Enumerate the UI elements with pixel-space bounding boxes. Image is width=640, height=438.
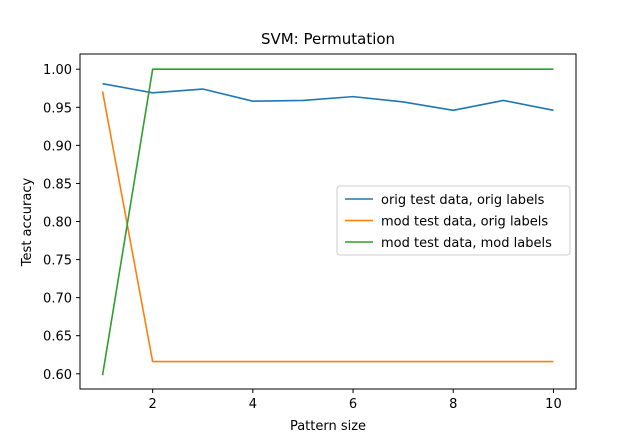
y-axis-title: Test accuracy [20, 178, 35, 268]
x-tick-label: 2 [149, 397, 157, 412]
legend-label-3: mod test data, mod labels [381, 236, 552, 251]
y-tick-label: 1.00 [43, 63, 72, 78]
y-tick-label: 0.75 [43, 254, 72, 269]
x-tick-label: 4 [249, 397, 257, 412]
legend-label-2: mod test data, orig labels [381, 215, 548, 230]
y-tick-label: 0.65 [43, 330, 72, 345]
legend-box [336, 185, 571, 256]
x-axis-title: Pattern size [290, 419, 366, 434]
y-tick-label: 0.95 [43, 101, 72, 116]
legend-label-1: orig test data, orig labels [381, 193, 545, 208]
series-line-1 [102, 82, 554, 112]
y-tick-label: 0.85 [43, 177, 72, 192]
chart-title: SVM: Permutation [261, 30, 395, 48]
series-line-3 [101, 68, 554, 376]
y-tick-label: 0.60 [43, 368, 72, 383]
plot-area: 2 4 6 8 10 0.60 0.65 0.70 0.75 0.80 0.85 0.90 0.95 1.… [43, 53, 577, 412]
x-tick-label: 8 [449, 397, 457, 412]
series-line-2 [101, 91, 554, 363]
y-tick-label: 0.90 [43, 139, 72, 154]
x-tick-label: 6 [349, 397, 357, 412]
y-tick-label: 0.70 [43, 292, 72, 307]
y-tick-label: 0.80 [43, 216, 72, 231]
x-tick-label: 10 [545, 397, 562, 412]
